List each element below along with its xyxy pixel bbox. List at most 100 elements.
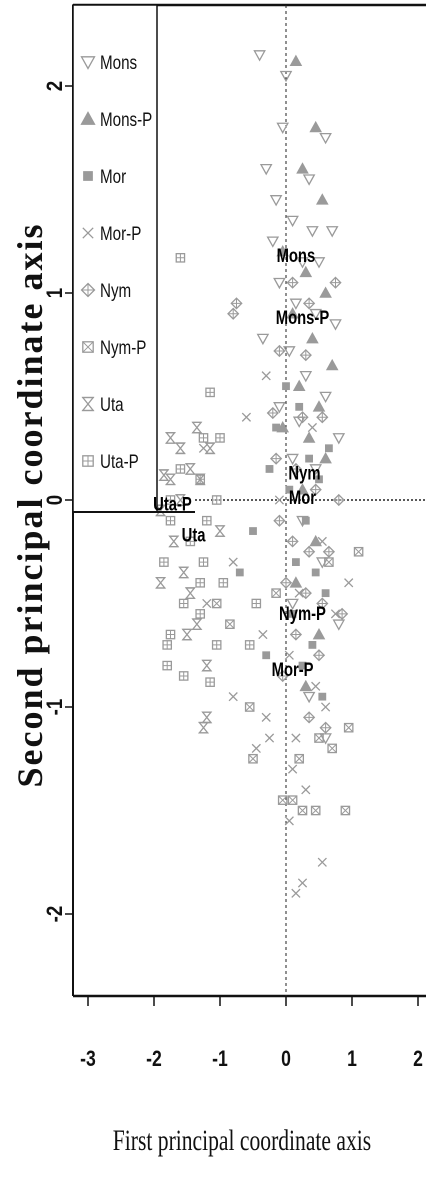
point-mons-18 bbox=[282, 346, 296, 358]
group-label-mons-p: Mons-P bbox=[276, 307, 329, 328]
point-mor-p-10 bbox=[330, 609, 341, 619]
point-nym-15 bbox=[286, 535, 299, 548]
point-mor-18 bbox=[308, 641, 317, 649]
point-nym-6 bbox=[299, 348, 312, 362]
point-mor-p-2 bbox=[198, 443, 209, 453]
point-mons-14 bbox=[289, 298, 303, 310]
point-mor-p-20 bbox=[301, 785, 311, 795]
point-nym-21 bbox=[335, 607, 349, 620]
point-mor-12 bbox=[235, 568, 244, 577]
point-nym-24 bbox=[276, 669, 289, 683]
point-mons-p-6 bbox=[319, 286, 332, 298]
point-nym-p-10 bbox=[314, 733, 324, 743]
point-mor-p-14 bbox=[228, 692, 238, 702]
x-tick-label: -3 bbox=[80, 1047, 96, 1071]
point-uta-9 bbox=[184, 587, 196, 599]
point-uta-16 bbox=[204, 442, 216, 455]
point-uta-p-5 bbox=[185, 536, 196, 547]
point-uta-3 bbox=[174, 494, 186, 506]
point-mons-5 bbox=[302, 174, 316, 186]
y-tick-label: 1 bbox=[44, 288, 68, 298]
group-label-mor-p: Mor-P bbox=[272, 659, 314, 680]
point-mons-p-1 bbox=[309, 120, 323, 133]
point-mor-11 bbox=[311, 568, 320, 577]
point-uta-p-18 bbox=[165, 495, 176, 505]
point-mor-8 bbox=[301, 516, 310, 525]
point-mor-13 bbox=[288, 609, 297, 618]
point-nym-17 bbox=[322, 545, 336, 558]
point-mor-p-25 bbox=[251, 743, 261, 754]
legend-label: Nym bbox=[100, 279, 131, 301]
point-mons-p-0 bbox=[289, 54, 303, 66]
point-uta-p-7 bbox=[159, 557, 169, 567]
point-mor-9 bbox=[249, 527, 257, 535]
legend-item-mor: Mor bbox=[83, 165, 126, 187]
point-uta-5 bbox=[194, 473, 206, 486]
point-nym-11 bbox=[289, 462, 303, 476]
legend-box bbox=[72, 4, 158, 513]
point-uta-p-14 bbox=[244, 640, 255, 650]
point-mor-6 bbox=[285, 485, 294, 494]
point-mons-10 bbox=[266, 236, 280, 248]
point-nym-p-8 bbox=[340, 805, 351, 816]
point-mons-p-13 bbox=[302, 431, 316, 443]
point-mor-4 bbox=[265, 465, 274, 473]
point-uta-p-13 bbox=[165, 629, 176, 640]
point-mor-10 bbox=[292, 558, 300, 566]
reference-lines bbox=[195, 5, 426, 996]
point-uta-11 bbox=[181, 628, 193, 641]
point-mor-3 bbox=[305, 454, 313, 463]
legend-label: Mor-P bbox=[100, 222, 141, 244]
point-nym-18 bbox=[279, 576, 293, 589]
point-nym-14 bbox=[273, 514, 286, 527]
point-nym-p-9 bbox=[327, 743, 338, 754]
legend-label: Mor bbox=[100, 165, 126, 187]
point-mons-0 bbox=[253, 50, 266, 62]
point-mons-20 bbox=[319, 391, 332, 404]
point-uta-13 bbox=[164, 473, 177, 486]
point-mons-8 bbox=[306, 226, 319, 238]
point-mons-9 bbox=[325, 226, 339, 238]
point-mons-p-18 bbox=[312, 628, 326, 640]
point-mons-16 bbox=[329, 319, 342, 331]
point-mor-p-4 bbox=[274, 495, 285, 505]
group-label-mons: Mons bbox=[277, 245, 316, 266]
point-uta-1 bbox=[158, 469, 170, 482]
legend-item-mor-p: Mor-P bbox=[82, 222, 141, 244]
point-uta-p-12 bbox=[205, 677, 215, 687]
point-uta-p-10 bbox=[195, 609, 206, 619]
point-mons-p-8 bbox=[306, 332, 319, 344]
point-uta-p-19 bbox=[195, 474, 206, 485]
legend-item-uta: Uta bbox=[81, 393, 124, 415]
point-mons-3 bbox=[319, 132, 332, 145]
point-nym-p-3 bbox=[248, 753, 258, 764]
x-tick-label: 1 bbox=[347, 1047, 357, 1071]
point-mor-p-18 bbox=[264, 733, 275, 743]
point-mons-p-12 bbox=[276, 421, 290, 433]
point-mons-p-7 bbox=[286, 307, 299, 319]
point-nym-0 bbox=[230, 297, 243, 310]
x-tick-label: 0 bbox=[281, 1047, 291, 1071]
group-label-uta: Uta bbox=[182, 525, 206, 546]
point-mons-p-14 bbox=[319, 452, 332, 464]
point-mor-p-21 bbox=[284, 816, 294, 826]
point-mor-p-17 bbox=[291, 733, 301, 743]
point-mons-p-3 bbox=[315, 193, 329, 205]
point-uta-p-15 bbox=[201, 515, 212, 526]
point-mor-7 bbox=[325, 444, 333, 453]
point-nym-20 bbox=[316, 597, 329, 610]
point-mons-p-5 bbox=[299, 265, 313, 278]
point-mons-29 bbox=[332, 619, 346, 631]
point-mor-16 bbox=[318, 692, 327, 701]
point-mons-p-15 bbox=[296, 483, 309, 495]
point-uta-0 bbox=[164, 432, 177, 444]
point-nym-p-11 bbox=[343, 722, 354, 733]
point-nym-4 bbox=[329, 276, 342, 289]
point-mons-23 bbox=[332, 433, 346, 445]
point-uta-p-20 bbox=[211, 640, 222, 650]
point-mons-1 bbox=[279, 70, 293, 83]
point-mons-25 bbox=[309, 464, 323, 476]
data-points bbox=[155, 50, 364, 898]
point-nym-26 bbox=[319, 721, 332, 734]
